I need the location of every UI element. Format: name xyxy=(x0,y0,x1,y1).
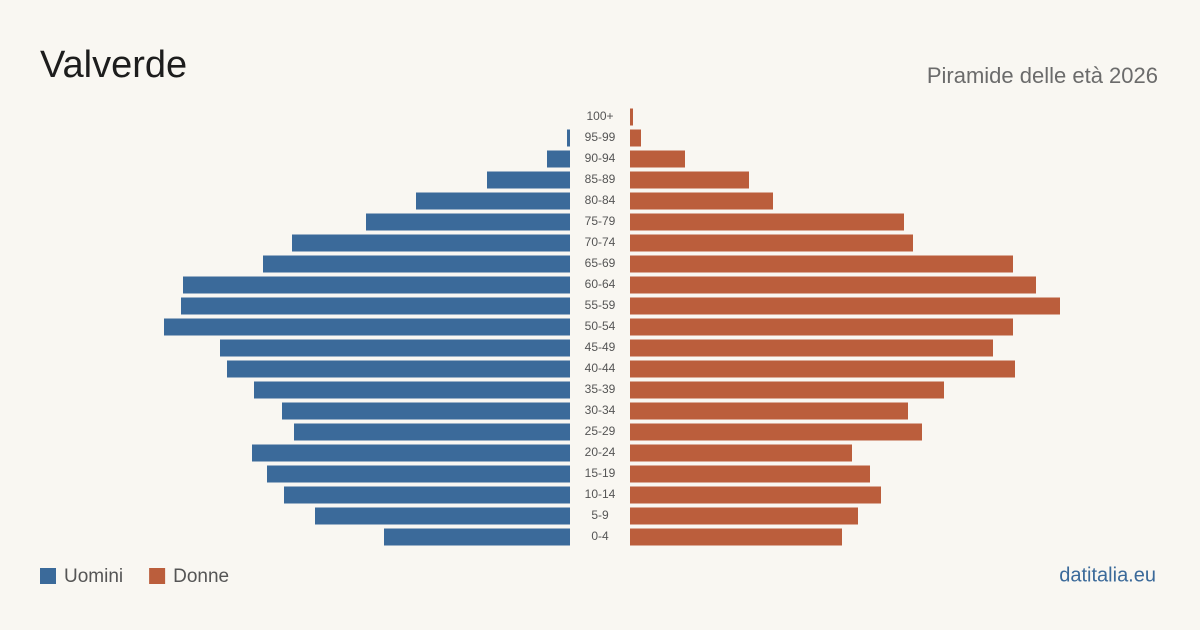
bar xyxy=(254,381,570,399)
bar xyxy=(366,213,570,231)
bar xyxy=(630,213,904,231)
chart-title: Valverde xyxy=(40,44,187,86)
age-label: 25-29 xyxy=(585,424,616,438)
age-label: 85-89 xyxy=(585,172,616,186)
bar xyxy=(267,465,570,483)
chart-subtitle: Piramide delle età 2026 xyxy=(927,63,1158,88)
bar xyxy=(630,444,852,462)
bar xyxy=(263,255,570,273)
legend-swatch xyxy=(40,568,56,584)
bar xyxy=(630,486,881,504)
source: datitalia.eu xyxy=(1059,564,1156,586)
age-label: 80-84 xyxy=(585,193,616,207)
bar xyxy=(315,507,570,525)
bar xyxy=(181,297,570,315)
legend-label: Donne xyxy=(173,566,229,587)
bar xyxy=(487,171,570,189)
bar xyxy=(567,129,570,147)
legend-swatch xyxy=(149,568,166,584)
bar xyxy=(630,129,641,147)
bar xyxy=(630,297,1060,315)
bar xyxy=(183,276,570,294)
age-label: 100+ xyxy=(586,109,613,123)
bar xyxy=(630,150,685,168)
bar xyxy=(630,192,773,210)
age-label: 40-44 xyxy=(585,361,616,375)
bar xyxy=(630,318,1013,336)
bar xyxy=(284,486,570,504)
bar xyxy=(630,360,1015,378)
bar xyxy=(630,465,870,483)
bar xyxy=(630,528,842,546)
age-label: 15-19 xyxy=(585,466,616,480)
age-label: 30-34 xyxy=(585,403,616,417)
bar xyxy=(630,507,858,525)
age-label: 95-99 xyxy=(585,130,616,144)
age-label: 5-9 xyxy=(591,508,609,522)
bar xyxy=(630,339,993,357)
age-label: 10-14 xyxy=(585,487,616,501)
bar xyxy=(416,192,570,210)
bar xyxy=(630,234,913,252)
age-label: 0-4 xyxy=(591,529,609,543)
bar xyxy=(630,381,944,399)
bar xyxy=(282,402,570,420)
age-label: 90-94 xyxy=(585,151,616,165)
bar xyxy=(227,360,570,378)
bar xyxy=(547,150,570,168)
bar xyxy=(630,108,633,126)
age-label: 35-39 xyxy=(585,382,616,396)
age-label: 45-49 xyxy=(585,340,616,354)
bar xyxy=(292,234,570,252)
age-label: 50-54 xyxy=(585,319,616,333)
age-label: 70-74 xyxy=(585,235,616,249)
age-label: 20-24 xyxy=(585,445,616,459)
bar xyxy=(630,276,1036,294)
bar xyxy=(220,339,570,357)
legend-label: Uomini xyxy=(64,566,123,587)
bar xyxy=(164,318,570,336)
bar xyxy=(384,528,570,546)
bar xyxy=(252,444,570,462)
age-label: 60-64 xyxy=(585,277,616,291)
bar xyxy=(630,402,908,420)
bar xyxy=(630,255,1013,273)
bar xyxy=(630,171,749,189)
age-label: 75-79 xyxy=(585,214,616,228)
age-label: 55-59 xyxy=(585,298,616,312)
age-label: 65-69 xyxy=(585,256,616,270)
bar xyxy=(630,423,922,441)
bar xyxy=(294,423,570,441)
